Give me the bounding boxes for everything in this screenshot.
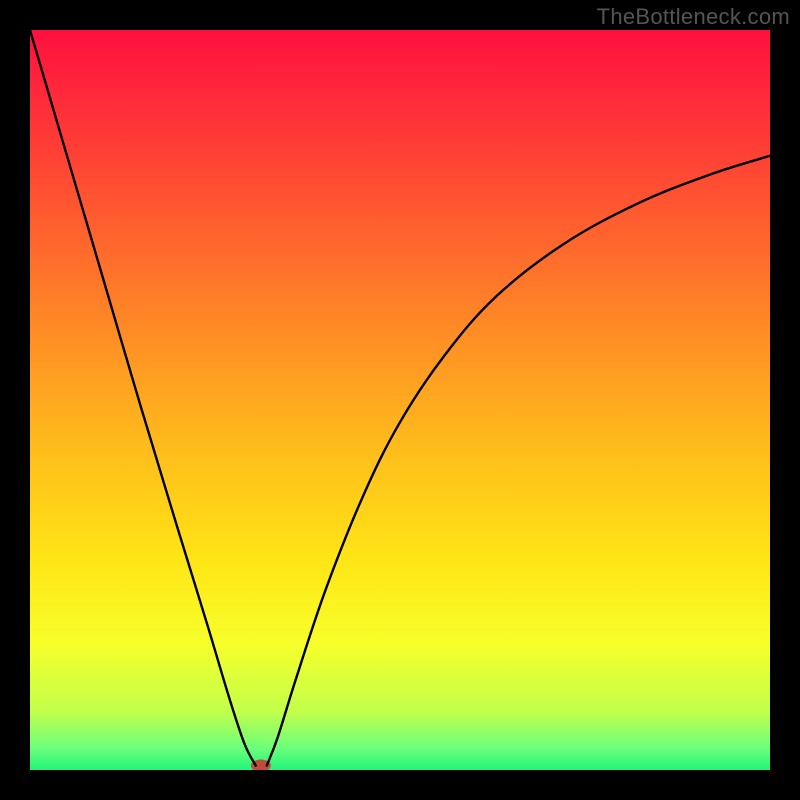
watermark-text: TheBottleneck.com: [597, 4, 790, 30]
bottleneck-chart: [30, 30, 770, 770]
chart-background: [30, 30, 770, 770]
chart-container: TheBottleneck.com: [0, 0, 800, 800]
